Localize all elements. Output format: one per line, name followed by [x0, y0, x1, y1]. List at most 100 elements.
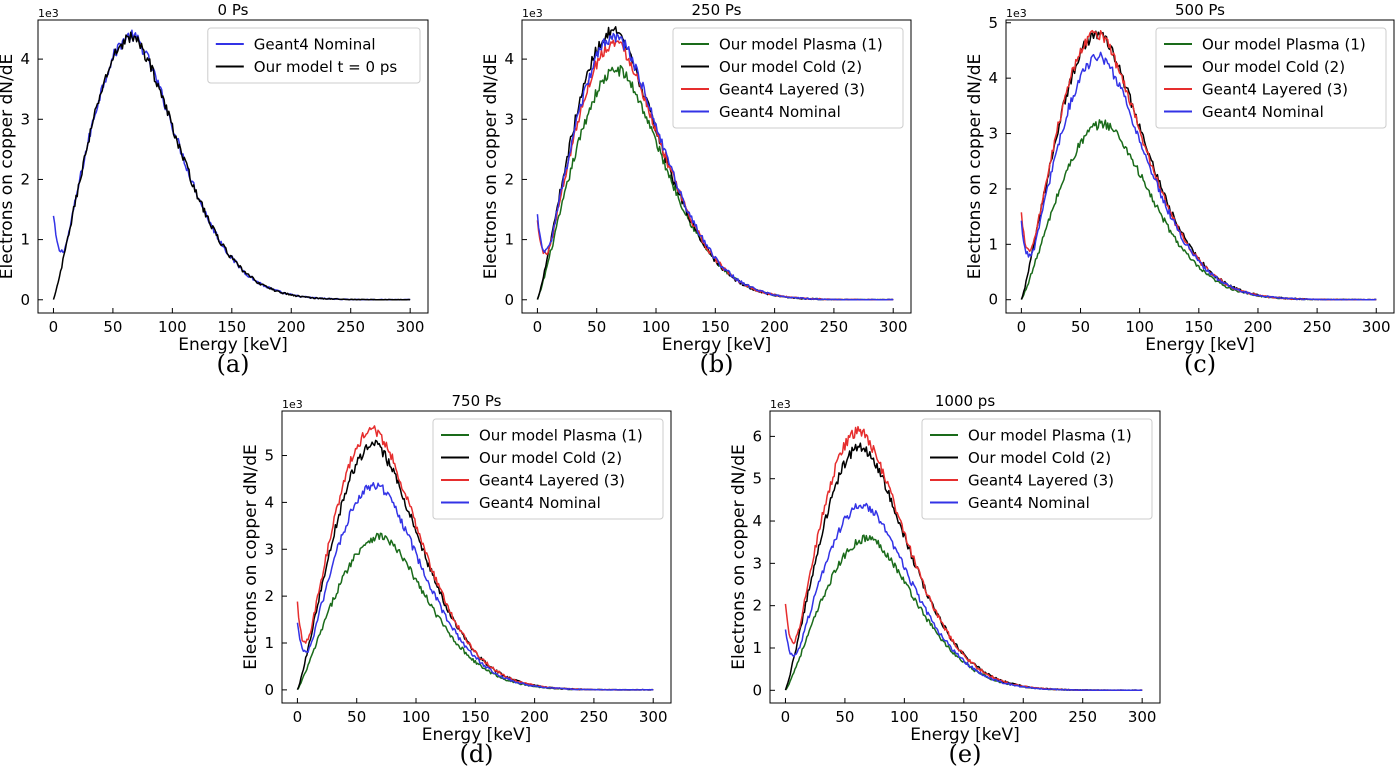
- x-tick-label: 100: [1125, 318, 1154, 336]
- y-tick-label: 0: [504, 291, 514, 309]
- series-line-4: [536, 32, 894, 301]
- y-tick-label: 4: [264, 493, 274, 511]
- x-tick-label: 300: [879, 318, 908, 336]
- y-tick-label: 1: [504, 231, 514, 249]
- x-tick-label: 250: [580, 708, 609, 726]
- y-axis-label: Electrons on copper dN/dE: [241, 444, 261, 670]
- y-tick-label: 0: [752, 681, 762, 699]
- x-tick-label: 200: [277, 318, 306, 336]
- y-tick-label: 4: [752, 512, 762, 530]
- panel-caption: (a): [216, 350, 249, 378]
- y-offset-label: 1e3: [1006, 7, 1027, 20]
- y-tick-label: 5: [988, 14, 998, 32]
- x-tick-label: 50: [1071, 318, 1090, 336]
- legend-box: [1155, 27, 1387, 129]
- y-tick-label: 4: [988, 69, 998, 87]
- x-tick-label: 150: [1184, 318, 1213, 336]
- chart-panel-3: 0 50 100 150 200 250 300 0 1 2 3 4 5 1e3 500 Ps Energy …: [965, 1, 1395, 378]
- x-axis-label: Energy [keV]: [1145, 335, 1255, 355]
- x-tick-label: 0: [533, 318, 543, 336]
- x-tick-label: 100: [642, 318, 671, 336]
- y-tick-label: 1: [752, 639, 762, 657]
- x-tick-label: 300: [1128, 708, 1157, 726]
- x-tick-label: 50: [347, 708, 366, 726]
- legend-label: Geant4 Layered (3): [968, 472, 1114, 490]
- x-tick-label: 50: [103, 318, 122, 336]
- x-tick-label: 100: [158, 318, 187, 336]
- y-offset-label: 1e3: [38, 7, 59, 20]
- legend-label: Our model Plasma (1): [479, 427, 643, 445]
- x-axis-label: Energy [keV]: [910, 725, 1020, 745]
- legend-label: Our model Cold (2): [968, 449, 1111, 467]
- chart-title: 500 Ps: [1175, 1, 1225, 19]
- legend-label: Our model Plasma (1): [719, 36, 883, 54]
- y-tick-label: 3: [264, 540, 274, 558]
- x-tick-label: 0: [781, 708, 791, 726]
- y-tick-label: 6: [752, 427, 762, 445]
- panel-caption: (b): [699, 350, 733, 378]
- chart-panel-1: 0 50 100 150 200 250 300 0 1 2 3 4 1e3 0 Ps Energy [ke…: [0, 1, 429, 378]
- y-tick-label: 2: [504, 170, 514, 188]
- y-tick-label: 4: [20, 50, 30, 68]
- y-tick-label: 1: [988, 235, 998, 253]
- y-tick-label: 3: [504, 110, 514, 128]
- x-tick-label: 200: [520, 708, 549, 726]
- y-tick-label: 0: [988, 291, 998, 309]
- legend-box: [672, 27, 904, 129]
- x-tick-label: 0: [49, 318, 59, 336]
- x-tick-label: 0: [1017, 318, 1027, 336]
- axes-frame: [521, 19, 912, 314]
- axes-frame: [37, 19, 429, 314]
- chart-title: 250 Ps: [692, 1, 742, 19]
- series-line-4: [784, 502, 1143, 692]
- y-tick-label: 3: [752, 554, 762, 572]
- legend-box: [207, 27, 421, 84]
- series-line-4: [296, 481, 654, 691]
- x-tick-label: 300: [1362, 318, 1391, 336]
- axes-frame: [1005, 19, 1395, 314]
- y-offset-label: 1e3: [770, 398, 791, 411]
- chart-title: 1000 ps: [935, 392, 995, 410]
- legend-label: Geant4 Layered (3): [479, 472, 625, 490]
- x-tick-label: 250: [336, 318, 365, 336]
- y-offset-label: 1e3: [522, 7, 543, 20]
- x-tick-label: 250: [1303, 318, 1332, 336]
- y-tick-label: 0: [20, 291, 30, 309]
- x-tick-label: 300: [396, 318, 425, 336]
- panel-caption: (e): [949, 740, 982, 768]
- legend-label: Our model Cold (2): [719, 58, 862, 76]
- legend-label: Our model t = 0 ps: [254, 58, 398, 76]
- legend: Our model Plasma (1) Our model Cold (2) Ge…: [921, 418, 1153, 520]
- y-tick-label: 3: [988, 125, 998, 143]
- panel-caption: (c): [1184, 350, 1216, 378]
- x-axis-label: Energy [keV]: [422, 725, 532, 745]
- x-tick-label: 100: [402, 708, 431, 726]
- y-axis-label: Electrons on copper dN/dE: [965, 54, 985, 280]
- legend-label: Our model Plasma (1): [1202, 36, 1366, 54]
- y-tick-label: 2: [20, 170, 30, 188]
- legend-label: Our model Cold (2): [479, 449, 622, 467]
- chart-title: 750 Ps: [452, 392, 502, 410]
- y-axis-label: Electrons on copper dN/dE: [481, 54, 501, 280]
- axes-frame: [281, 410, 672, 704]
- chart-panel-5: 0 50 100 150 200 250 300 0 1 2 3 4 5 6 1e3 1000 ps Energ…: [729, 392, 1161, 768]
- y-tick-label: 3: [20, 110, 30, 128]
- series-line-4: [1020, 51, 1377, 301]
- x-tick-label: 200: [1244, 318, 1273, 336]
- panel-caption: (d): [459, 740, 493, 768]
- y-tick-label: 5: [752, 470, 762, 488]
- legend-label: Geant4 Nominal: [479, 494, 601, 512]
- x-tick-label: 250: [820, 318, 849, 336]
- legend: Our model Plasma (1) Our model Cold (2) Ge…: [432, 418, 664, 520]
- series-line-2: [52, 31, 411, 301]
- x-tick-label: 50: [835, 708, 854, 726]
- y-axis-label: Electrons on copper dN/dE: [729, 444, 749, 670]
- y-tick-label: 1: [264, 634, 274, 652]
- legend-label: Geant4 Layered (3): [719, 81, 865, 99]
- y-axis-label: Electrons on copper dN/dE: [0, 54, 17, 280]
- x-axis-label: Energy [keV]: [662, 335, 772, 355]
- x-tick-label: 150: [461, 708, 490, 726]
- x-tick-label: 250: [1068, 708, 1097, 726]
- chart-panel-4: 0 50 100 150 200 250 300 0 1 2 3 4 5 1e3 750 Ps Energy …: [241, 392, 672, 768]
